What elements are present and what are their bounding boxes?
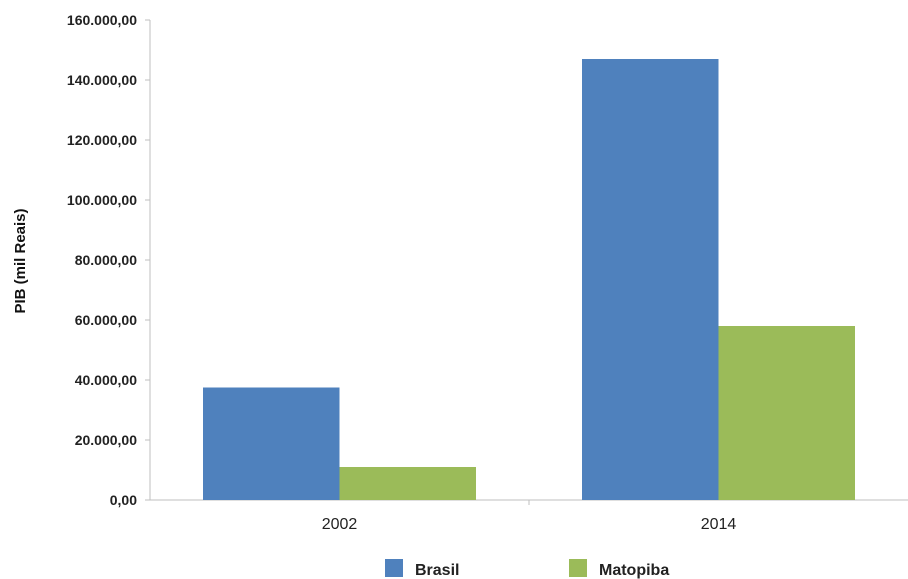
y-tick-label: 60.000,00 (75, 312, 137, 328)
legend: Brasil Matopiba (385, 559, 669, 579)
y-tick-label: 160.000,00 (67, 12, 137, 28)
bar-brasil-2014 (582, 59, 719, 500)
x-tick-label: 2014 (701, 516, 737, 533)
y-tick-label: 100.000,00 (67, 192, 137, 208)
x-axis: 2002 2014 (150, 499, 908, 533)
y-tick-label: 20.000,00 (75, 432, 137, 448)
y-tick-label: 0,00 (110, 492, 137, 508)
y-tick-label: 80.000,00 (75, 252, 137, 268)
bar-matopiba-2014 (718, 326, 855, 500)
legend-swatch-matopiba (569, 559, 587, 577)
y-tick-label: 120.000,00 (67, 132, 137, 148)
x-tick-label: 2002 (322, 516, 358, 533)
bar-matopiba-2002 (339, 467, 476, 500)
bar-brasil-2002 (203, 387, 340, 500)
y-axis: 0,00 20.000,00 40.000,00 60.000,00 80.000,00… (67, 12, 151, 508)
y-tick-label: 40.000,00 (75, 372, 137, 388)
legend-swatch-brasil (385, 559, 403, 577)
y-axis-title: PIB (mil Reais) (12, 208, 29, 313)
bars (203, 59, 855, 500)
legend-label-brasil: Brasil (415, 562, 459, 579)
legend-label-matopiba: Matopiba (599, 562, 669, 579)
y-tick-label: 140.000,00 (67, 72, 137, 88)
